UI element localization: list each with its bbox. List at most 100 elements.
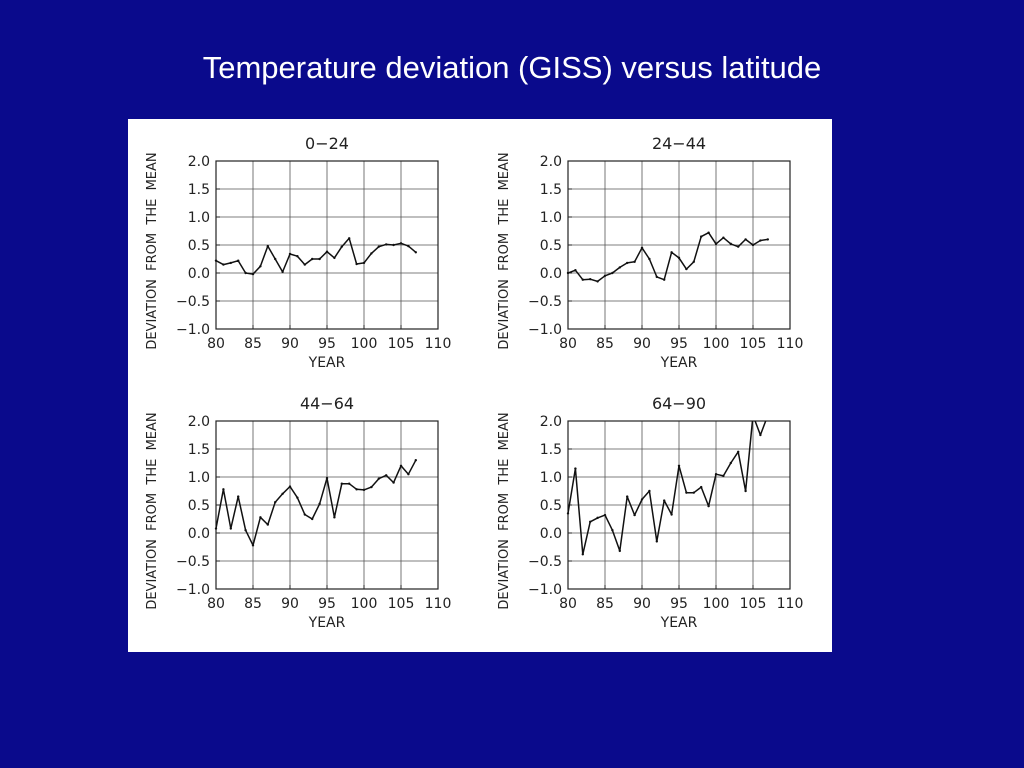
data-point bbox=[311, 257, 314, 261]
y-tick-label: −1.0 bbox=[176, 582, 210, 598]
data-point bbox=[700, 485, 703, 489]
data-point bbox=[744, 238, 747, 241]
data-point bbox=[648, 257, 651, 261]
data-point bbox=[370, 252, 373, 255]
data-point bbox=[407, 473, 410, 476]
data-point bbox=[333, 516, 336, 519]
data-point bbox=[596, 516, 599, 520]
data-point bbox=[362, 261, 366, 265]
data-point bbox=[370, 485, 373, 489]
data-point bbox=[640, 498, 644, 501]
data-point bbox=[251, 272, 255, 276]
data-point bbox=[281, 270, 284, 274]
data-point bbox=[340, 245, 343, 248]
data-point bbox=[685, 267, 688, 271]
data-point bbox=[737, 245, 740, 248]
data-point bbox=[744, 489, 747, 493]
data-point bbox=[325, 476, 329, 480]
x-tick-label: 80 bbox=[207, 596, 225, 612]
data-point bbox=[722, 474, 725, 478]
x-tick-label: 95 bbox=[670, 596, 688, 612]
data-point bbox=[288, 485, 292, 488]
y-axis-label: DEVIATION FROM THE MEAN bbox=[145, 152, 160, 349]
y-tick-label: 2.0 bbox=[540, 414, 562, 430]
data-point bbox=[633, 260, 636, 263]
y-tick-label: 1.5 bbox=[540, 182, 562, 198]
chart-panel-3: 80 85 90 95 100 105 110 2.0 1.5 1.0 0.5 0.0 −0.5 −1.0… bbox=[145, 394, 451, 631]
data-point bbox=[399, 464, 403, 467]
data-point bbox=[566, 512, 570, 515]
x-tick-label: 105 bbox=[388, 596, 415, 612]
data-point bbox=[229, 527, 232, 530]
data-point bbox=[677, 464, 681, 467]
data-point bbox=[362, 488, 366, 492]
data-point bbox=[318, 502, 321, 506]
x-tick-label: 85 bbox=[596, 336, 614, 352]
data-point bbox=[214, 259, 218, 262]
panel-title: 44−64 bbox=[300, 394, 354, 413]
y-tick-label: 1.0 bbox=[540, 470, 562, 486]
data-point bbox=[237, 259, 240, 262]
data-point bbox=[766, 238, 769, 241]
x-tick-label: 90 bbox=[633, 336, 651, 352]
data-point bbox=[751, 243, 755, 247]
y-axis-label: DEVIATION FROM THE MEAN bbox=[497, 152, 512, 349]
data-point bbox=[399, 242, 403, 245]
data-point bbox=[737, 450, 740, 453]
data-point bbox=[581, 553, 584, 556]
data-point bbox=[692, 491, 695, 494]
y-tick-label: 0.5 bbox=[540, 498, 562, 514]
chart-panel-2: 80 85 90 95 100 105 110 2.0 1.5 1.0 0.5 0.0 −0.5 −1.0… bbox=[497, 134, 803, 371]
data-point bbox=[392, 243, 395, 247]
data-point bbox=[581, 278, 584, 281]
data-point bbox=[318, 257, 321, 261]
data-point bbox=[355, 262, 358, 266]
y-tick-label: 0.0 bbox=[540, 526, 562, 542]
y-tick-label: 2.0 bbox=[540, 154, 562, 170]
data-point bbox=[626, 495, 629, 498]
data-point bbox=[574, 467, 577, 470]
y-tick-label: 1.5 bbox=[188, 442, 210, 458]
y-tick-label: −0.5 bbox=[528, 554, 562, 570]
data-point bbox=[355, 488, 358, 491]
data-point bbox=[692, 260, 695, 263]
x-tick-label: 110 bbox=[425, 596, 452, 612]
y-tick-label: 1.0 bbox=[540, 210, 562, 226]
y-tick-label: 2.0 bbox=[188, 414, 210, 430]
y-axis-label: DEVIATION FROM THE MEAN bbox=[497, 412, 512, 609]
data-point bbox=[759, 433, 762, 437]
data-point bbox=[729, 461, 732, 465]
data-point bbox=[618, 549, 621, 553]
x-tick-label: 95 bbox=[670, 336, 688, 352]
data-point bbox=[574, 269, 577, 272]
data-point bbox=[655, 275, 658, 279]
data-point bbox=[259, 516, 262, 519]
data-point bbox=[237, 495, 240, 498]
x-tick-label: 110 bbox=[425, 336, 452, 352]
data-point bbox=[222, 263, 225, 266]
data-point bbox=[589, 277, 592, 281]
data-point bbox=[633, 513, 636, 517]
x-axis-label: YEAR bbox=[660, 355, 698, 371]
x-tick-label: 110 bbox=[777, 596, 804, 612]
x-axis-label: YEAR bbox=[308, 355, 346, 371]
x-tick-label: 90 bbox=[281, 596, 299, 612]
data-point bbox=[303, 513, 306, 516]
data-point bbox=[603, 513, 607, 517]
data-point bbox=[611, 529, 614, 532]
data-point bbox=[296, 496, 299, 499]
data-point bbox=[266, 244, 269, 248]
x-tick-label: 85 bbox=[596, 596, 614, 612]
data-point bbox=[596, 280, 599, 283]
x-tick-label: 85 bbox=[244, 336, 262, 352]
data-point bbox=[648, 489, 651, 493]
data-point bbox=[670, 251, 673, 254]
data-point bbox=[722, 236, 725, 239]
data-point bbox=[259, 265, 262, 268]
data-point bbox=[655, 540, 658, 543]
data-point bbox=[414, 251, 417, 254]
y-tick-label: −1.0 bbox=[528, 322, 562, 338]
data-point bbox=[589, 520, 592, 523]
data-series-line bbox=[568, 421, 767, 556]
y-tick-label: 1.0 bbox=[188, 210, 210, 226]
